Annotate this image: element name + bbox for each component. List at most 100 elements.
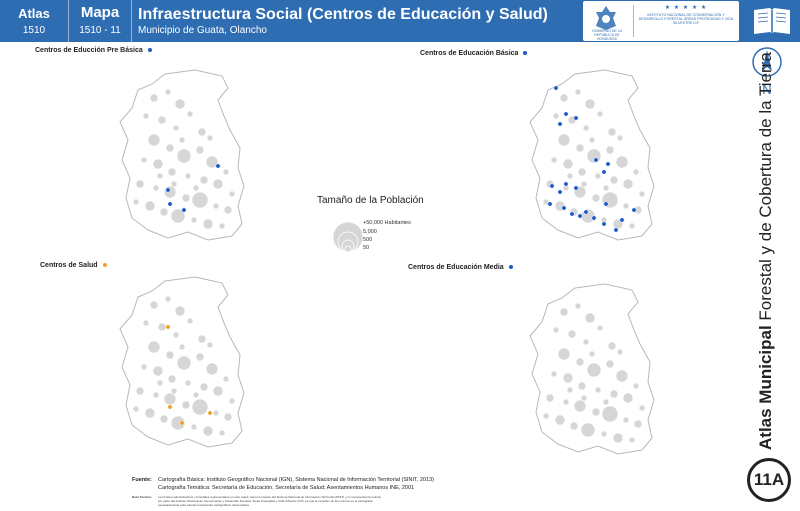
- settlement-circle: [562, 158, 574, 170]
- icf-text: INSTITUTO NACIONAL DE CONSERVACIÓN Y DES…: [638, 13, 734, 26]
- settlement-circle: [588, 350, 596, 358]
- side-title-bold: Atlas Municipal: [756, 325, 775, 450]
- settlement-circle: [176, 355, 192, 371]
- settlement-circle: [157, 322, 167, 332]
- legend-dot-basica: [523, 51, 528, 56]
- map-title-basica: Centros de Educación Básica: [420, 50, 528, 57]
- settlement-circle: [144, 407, 156, 419]
- facility-dot: [549, 183, 555, 189]
- settlement-circle: [574, 88, 582, 96]
- settlement-circle: [228, 190, 236, 198]
- settlement-circle: [132, 198, 140, 206]
- atlas-label: Atlas: [18, 6, 50, 21]
- settlement-circle: [228, 397, 236, 405]
- settlement-circle: [607, 341, 617, 351]
- settlement-circle: [550, 370, 558, 378]
- facility-dot: [591, 215, 597, 221]
- facility-dot: [553, 85, 559, 91]
- settlement-circle: [174, 98, 186, 110]
- settlement-circle: [156, 379, 164, 387]
- settlement-circle: [577, 167, 587, 177]
- legend-dot-salud: [102, 263, 107, 268]
- settlement-circle: [628, 436, 636, 444]
- nota-line-1: Los límites administrativos y forestales…: [158, 495, 382, 499]
- settlement-circle: [186, 110, 194, 118]
- settlement-circle: [212, 202, 220, 210]
- settlement-circle: [580, 394, 588, 402]
- settlement-circle: [205, 362, 219, 376]
- settlement-circle: [178, 136, 186, 144]
- settlement-circle: [609, 175, 619, 185]
- settlement-circle: [575, 357, 585, 367]
- settlement-circle: [190, 423, 198, 431]
- logo-divider: [633, 5, 634, 37]
- municipality-map-pre-basica: [119, 69, 245, 241]
- settlement-circle: [147, 133, 161, 147]
- map-number-badge: 11A: [747, 458, 791, 502]
- north-letter: N: [762, 82, 771, 97]
- settlement-circle: [147, 340, 161, 354]
- settlement-circle: [206, 341, 214, 349]
- settlement-circle: [566, 386, 574, 394]
- legend-title: Tamaño de la Población: [317, 195, 424, 206]
- settlement-circle: [195, 352, 205, 362]
- settlement-circle: [170, 180, 178, 188]
- settlement-circle: [192, 184, 200, 192]
- settlement-circle: [135, 179, 145, 189]
- facility-dot: [167, 404, 173, 410]
- settlement-circle: [573, 399, 587, 413]
- legend-circle-50: [344, 245, 352, 253]
- settlement-circle: [596, 110, 604, 118]
- settlement-circle: [569, 421, 579, 431]
- facility-dot: [181, 207, 187, 213]
- map-title-pre-basica: Centros de Educción Pre Básica: [35, 47, 152, 54]
- settlement-circle: [140, 363, 148, 371]
- settlement-circle: [167, 374, 177, 384]
- government-seal-icon: [596, 6, 616, 30]
- settlement-circle: [557, 347, 571, 361]
- settlement-circle: [633, 419, 643, 429]
- atlas-number: 1510: [22, 25, 46, 36]
- settlement-circle: [190, 216, 198, 224]
- settlement-circle: [575, 143, 585, 153]
- settlement-circle: [594, 172, 602, 180]
- legend-dot-pre-basica: [147, 48, 152, 53]
- settlement-circle: [622, 178, 634, 190]
- settlement-circle: [582, 124, 590, 132]
- settlement-circle: [615, 369, 629, 383]
- facility-dot: [165, 324, 171, 330]
- settlement-circle: [170, 208, 186, 224]
- facility-dot: [215, 163, 221, 169]
- settlement-circle: [218, 429, 226, 437]
- fuente-label: Fuente:: [132, 477, 152, 483]
- legend-label-500: 500: [363, 237, 373, 243]
- settlement-circle: [591, 407, 601, 417]
- settlement-circle: [135, 386, 145, 396]
- settlement-circle: [559, 307, 569, 317]
- settlement-circle: [172, 331, 180, 339]
- settlement-circle: [616, 134, 624, 142]
- settlement-circle: [165, 350, 175, 360]
- settlement-circle: [557, 133, 571, 147]
- settlement-circle: [170, 387, 178, 395]
- settlement-circle: [164, 295, 172, 303]
- settlement-circle: [202, 218, 214, 230]
- facility-dot: [601, 221, 607, 227]
- settlement-circle: [152, 158, 164, 170]
- facility-dot: [557, 121, 563, 127]
- nota-label: Nota Técnica:: [132, 495, 152, 499]
- settlement-circle: [159, 207, 169, 217]
- settlement-circle: [144, 200, 156, 212]
- mapa-number: 1510 - 11: [79, 25, 121, 36]
- page-subtitle: Municipio de Guata, Olancho: [138, 25, 267, 36]
- facility-dot: [577, 213, 583, 219]
- legend-label-50000: +50,000 Habitantes: [363, 220, 411, 226]
- settlement-circle: [638, 190, 646, 198]
- settlement-circle: [622, 202, 630, 210]
- settlement-circle: [174, 305, 186, 317]
- settlement-circle: [545, 393, 555, 403]
- settlement-circle: [163, 392, 177, 406]
- settlement-circle: [167, 167, 177, 177]
- settlement-circle: [206, 134, 214, 142]
- settlement-circle: [605, 145, 615, 155]
